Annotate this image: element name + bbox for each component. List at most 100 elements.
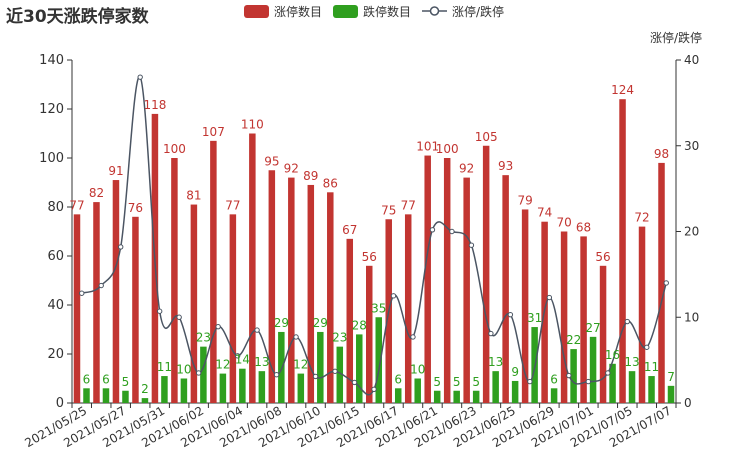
bar-limit-down	[200, 346, 207, 403]
data-label-limit-up: 101	[416, 140, 439, 154]
bar-limit-up	[658, 162, 665, 403]
bar-limit-up	[638, 226, 646, 403]
ratio-point	[585, 378, 592, 385]
data-label-limit-up: 92	[459, 162, 474, 176]
data-label-limit-down: 31	[527, 311, 542, 325]
bar-limit-up	[73, 214, 81, 403]
bar-limit-down	[550, 388, 558, 403]
legend-swatch-point	[429, 6, 440, 16]
data-label-limit-down: 5	[122, 375, 130, 389]
ratio-point	[429, 227, 436, 233]
bar-limit-down	[356, 334, 363, 403]
data-label-limit-up: 67	[342, 223, 357, 237]
bar-limit-down	[219, 373, 227, 403]
ratio-point	[351, 379, 358, 386]
data-label-limit-up: 110	[241, 118, 264, 132]
legend-label-1: 跌停数目	[363, 4, 411, 19]
data-label-limit-down: 5	[453, 375, 461, 389]
ratio-point	[468, 242, 475, 248]
bar-limit-down	[239, 368, 246, 403]
data-label-limit-up: 124	[611, 83, 634, 97]
data-label-limit-down: 27	[585, 321, 600, 335]
ratio-point	[663, 280, 669, 286]
bar-limit-up	[502, 175, 509, 403]
ratio-point	[215, 323, 221, 330]
bar-limit-down	[492, 371, 499, 403]
bar-limit-down	[453, 390, 460, 403]
data-label-limit-up: 100	[436, 142, 459, 156]
data-label-limit-down: 2	[141, 382, 149, 396]
data-label-limit-down: 5	[472, 375, 480, 389]
data-label-limit-up: 86	[323, 176, 338, 190]
data-label-limit-up: 79	[517, 193, 532, 207]
data-label-limit-up: 100	[163, 142, 186, 156]
bar-limit-down	[570, 349, 577, 403]
bar-limit-down	[628, 371, 636, 403]
y-right-tick-label: 10	[684, 310, 699, 324]
y-left-tick-label: 0	[56, 396, 64, 411]
bar-limit-up	[599, 265, 607, 403]
ratio-point	[371, 386, 377, 392]
data-label-limit-up: 75	[381, 203, 396, 217]
data-label-limit-up: 98	[654, 147, 669, 161]
data-label-limit-down: 23	[332, 331, 347, 345]
ratio-point	[79, 290, 85, 296]
data-label-limit-up: 74	[537, 206, 552, 220]
bar-limit-down	[180, 378, 188, 403]
bar-limit-up	[366, 265, 373, 403]
bar-limit-up	[327, 192, 334, 403]
data-label-limit-down: 11	[157, 360, 172, 374]
bar-limit-up	[93, 202, 100, 403]
ratio-point	[312, 373, 319, 380]
y-left-tick-label: 60	[47, 249, 64, 264]
ratio-line	[79, 74, 669, 396]
data-label-limit-down: 10	[176, 363, 191, 377]
legend-label-0: 涨停数目	[274, 4, 322, 19]
data-label-limit-down: 22	[566, 333, 581, 347]
data-label-limit-up: 93	[498, 159, 513, 173]
ratio-point	[546, 294, 553, 301]
data-label-limit-up: 91	[108, 164, 123, 178]
ratio-point	[449, 228, 455, 235]
ratio-point	[234, 353, 241, 359]
ratio-point	[118, 244, 124, 250]
bar-limit-down	[122, 390, 129, 403]
data-label-limit-up: 56	[362, 250, 377, 264]
bar-limit-down	[648, 376, 655, 403]
data-label-limit-up: 95	[264, 154, 279, 168]
ratio-point	[507, 311, 514, 318]
bar-limit-up	[424, 155, 431, 403]
data-label-limit-up: 81	[186, 189, 201, 203]
ratio-point	[644, 344, 650, 350]
data-label-limit-up: 77	[225, 198, 240, 212]
bar-limit-down	[317, 331, 324, 403]
bar-limit-down	[336, 346, 344, 403]
data-label-limit-up: 56	[595, 250, 610, 264]
bar-limit-up	[463, 177, 470, 403]
legend[interactable]: 涨停数目 跌停数目 涨停/跌停	[244, 4, 504, 19]
data-label-limit-down: 7	[667, 370, 675, 384]
data-label-limit-up: 82	[89, 186, 104, 200]
bar-limit-down	[102, 388, 110, 403]
data-label-limit-down: 6	[394, 372, 402, 386]
data-label-limit-down: 13	[254, 355, 269, 369]
data-labels: 7768269157621181110010812310712771411013…	[69, 83, 674, 396]
ratio-point	[332, 368, 338, 374]
data-label-limit-down: 35	[371, 301, 386, 315]
y-right-axis-label: 涨停/跌停	[650, 30, 702, 45]
bar-limit-up	[521, 209, 529, 403]
y-left-tick-label: 140	[39, 53, 64, 68]
ratio-point	[195, 370, 202, 376]
y-left-tick-label: 20	[47, 347, 64, 362]
data-label-limit-up: 76	[128, 201, 143, 215]
bar-limit-down	[394, 388, 402, 403]
data-label-limit-down: 23	[196, 331, 211, 345]
data-label-limit-down: 13	[488, 355, 503, 369]
data-label-limit-down: 6	[550, 372, 558, 386]
ratio-point	[98, 282, 104, 289]
data-label-limit-down: 6	[83, 372, 91, 386]
y-left-tick-label: 40	[47, 298, 64, 313]
data-label-limit-down: 12	[215, 358, 230, 372]
data-label-limit-down: 6	[102, 372, 110, 386]
